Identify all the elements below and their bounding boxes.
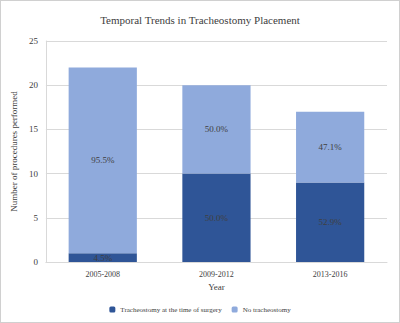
svg-text:15: 15: [29, 124, 39, 134]
svg-text:Tracheostomy at the time of su: Tracheostomy at the time of surgery: [120, 306, 222, 314]
svg-text:52.9%: 52.9%: [319, 217, 343, 227]
svg-text:2013-2016: 2013-2016: [313, 270, 348, 279]
svg-text:50.0%: 50.0%: [205, 124, 229, 134]
svg-text:4.5%: 4.5%: [93, 253, 112, 263]
svg-text:No tracheostomy: No tracheostomy: [243, 306, 292, 314]
svg-text:47.1%: 47.1%: [319, 142, 343, 152]
svg-text:50.0%: 50.0%: [205, 213, 229, 223]
svg-text:2005-2008: 2005-2008: [85, 270, 120, 279]
svg-text:25: 25: [29, 36, 39, 46]
svg-text:Temporal Trends in Tracheostom: Temporal Trends in Tracheostomy Placemen…: [100, 14, 300, 26]
svg-text:Year: Year: [208, 282, 225, 292]
svg-text:2009-2012: 2009-2012: [199, 270, 234, 279]
svg-text:20: 20: [29, 80, 39, 90]
svg-text:10: 10: [29, 169, 39, 179]
svg-text:0: 0: [33, 257, 38, 267]
svg-text:5: 5: [33, 213, 38, 223]
svg-text:95.5%: 95.5%: [91, 155, 115, 165]
svg-text:Number of procedures performed: Number of procedures performed: [9, 91, 19, 212]
